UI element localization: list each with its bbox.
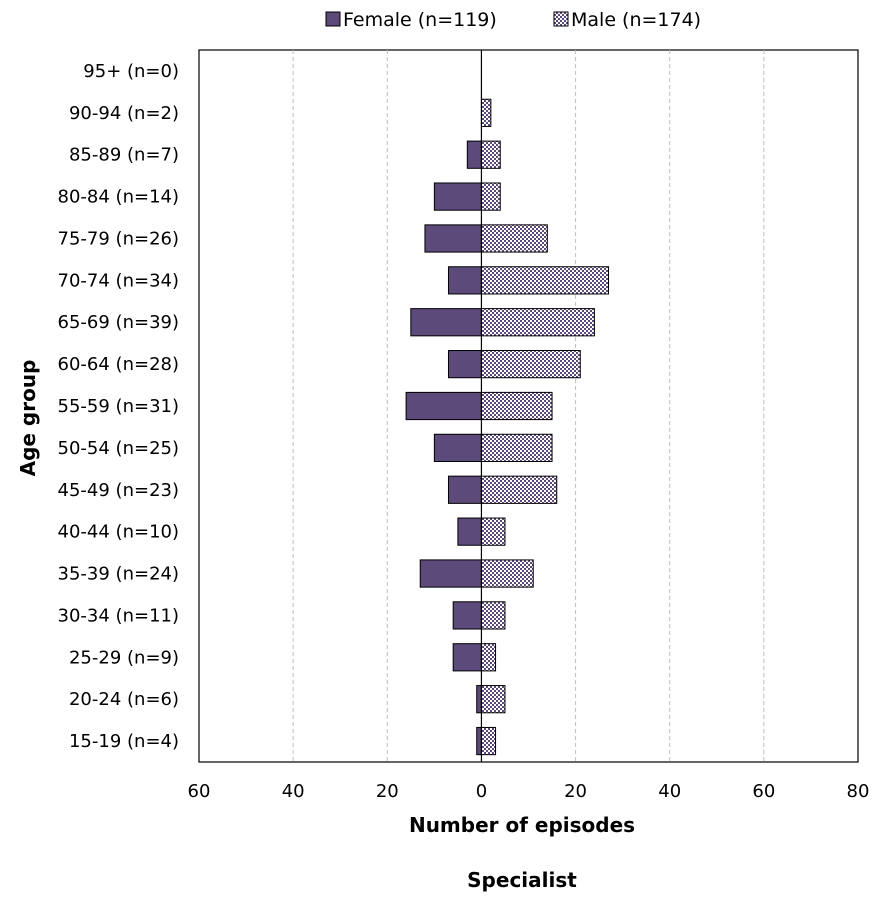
bar-male bbox=[480, 601, 506, 630]
bar-male bbox=[480, 475, 558, 504]
bar-female bbox=[476, 726, 482, 756]
bar-female bbox=[466, 140, 482, 169]
y-tick-label: 25-29 (n=9) bbox=[69, 647, 179, 668]
y-axis-tick-labels: 95+ (n=0) 90-94 (n=2) 85-89 (n=7) 80-84 (n=… bbox=[58, 61, 179, 752]
y-tick-label: 15-19 (n=4) bbox=[69, 731, 179, 752]
y-tick-label: 55-59 (n=31) bbox=[58, 396, 179, 417]
bar-female bbox=[419, 559, 482, 588]
y-tick-label: 50-54 (n=25) bbox=[58, 438, 179, 459]
y-tick-label: 85-89 (n=7) bbox=[69, 145, 179, 166]
bar-male bbox=[480, 308, 595, 337]
y-axis-title: Age group bbox=[16, 360, 40, 477]
y-tick-label: 90-94 (n=2) bbox=[69, 103, 179, 124]
bar-female bbox=[452, 643, 482, 672]
bar-female bbox=[452, 601, 482, 630]
bar-female bbox=[447, 475, 482, 504]
bar-female bbox=[424, 224, 482, 253]
y-tick-label: 40-44 (n=10) bbox=[58, 522, 179, 543]
bar-male bbox=[480, 726, 497, 756]
y-tick-label: 95+ (n=0) bbox=[83, 61, 179, 82]
bar-male bbox=[480, 517, 506, 546]
y-tick-label: 30-34 (n=11) bbox=[58, 605, 179, 626]
legend: Female (n=119) Male (n=174) bbox=[325, 9, 701, 31]
x-tick-label: 20 bbox=[564, 781, 587, 802]
y-tick-label: 45-49 (n=23) bbox=[58, 480, 179, 501]
bar-male bbox=[480, 140, 501, 169]
bar-male bbox=[480, 350, 581, 379]
y-tick-label: 20-24 (n=6) bbox=[69, 689, 179, 710]
bar-female bbox=[405, 391, 482, 421]
x-tick-label: 40 bbox=[658, 781, 681, 802]
y-tick-label: 65-69 (n=39) bbox=[58, 312, 179, 333]
bar-male bbox=[480, 559, 534, 588]
bar-male bbox=[480, 391, 553, 421]
bar-male bbox=[480, 643, 497, 672]
y-tick-label: 60-64 (n=28) bbox=[58, 354, 179, 375]
bar-female bbox=[433, 433, 482, 462]
bar-female bbox=[476, 685, 482, 714]
y-tick-label: 75-79 (n=26) bbox=[58, 228, 179, 249]
x-tick-label: 40 bbox=[282, 781, 305, 802]
legend-swatch-female bbox=[325, 11, 341, 27]
legend-swatch-male bbox=[553, 11, 569, 27]
bar-male bbox=[480, 266, 610, 295]
y-tick-label: 35-39 (n=24) bbox=[58, 564, 179, 585]
legend-label-female: Female (n=119) bbox=[343, 9, 497, 31]
x-axis-tick-labels: 60 40 20 0 20 40 60 80 bbox=[188, 781, 870, 802]
legend-label-male: Male (n=174) bbox=[571, 9, 701, 31]
x-tick-label: 80 bbox=[847, 781, 870, 802]
x-tick-label: 0 bbox=[476, 781, 487, 802]
bar-female bbox=[447, 266, 482, 295]
bar-male bbox=[480, 98, 492, 127]
y-tick-label: 80-84 (n=14) bbox=[58, 187, 179, 208]
chart-caption: Specialist bbox=[467, 868, 577, 892]
bar-female bbox=[457, 517, 482, 546]
bar-female bbox=[410, 308, 482, 337]
x-tick-label: 60 bbox=[188, 781, 211, 802]
bar-female bbox=[447, 350, 482, 379]
bar-female bbox=[433, 182, 482, 211]
y-tick-label: 70-74 (n=34) bbox=[58, 270, 179, 291]
bar-male bbox=[480, 224, 548, 253]
bar-male bbox=[480, 182, 501, 211]
bar-male bbox=[480, 433, 553, 462]
x-tick-label: 60 bbox=[752, 781, 775, 802]
bar-male bbox=[480, 685, 506, 714]
x-axis-title: Number of episodes bbox=[409, 813, 635, 837]
x-tick-label: 20 bbox=[376, 781, 399, 802]
